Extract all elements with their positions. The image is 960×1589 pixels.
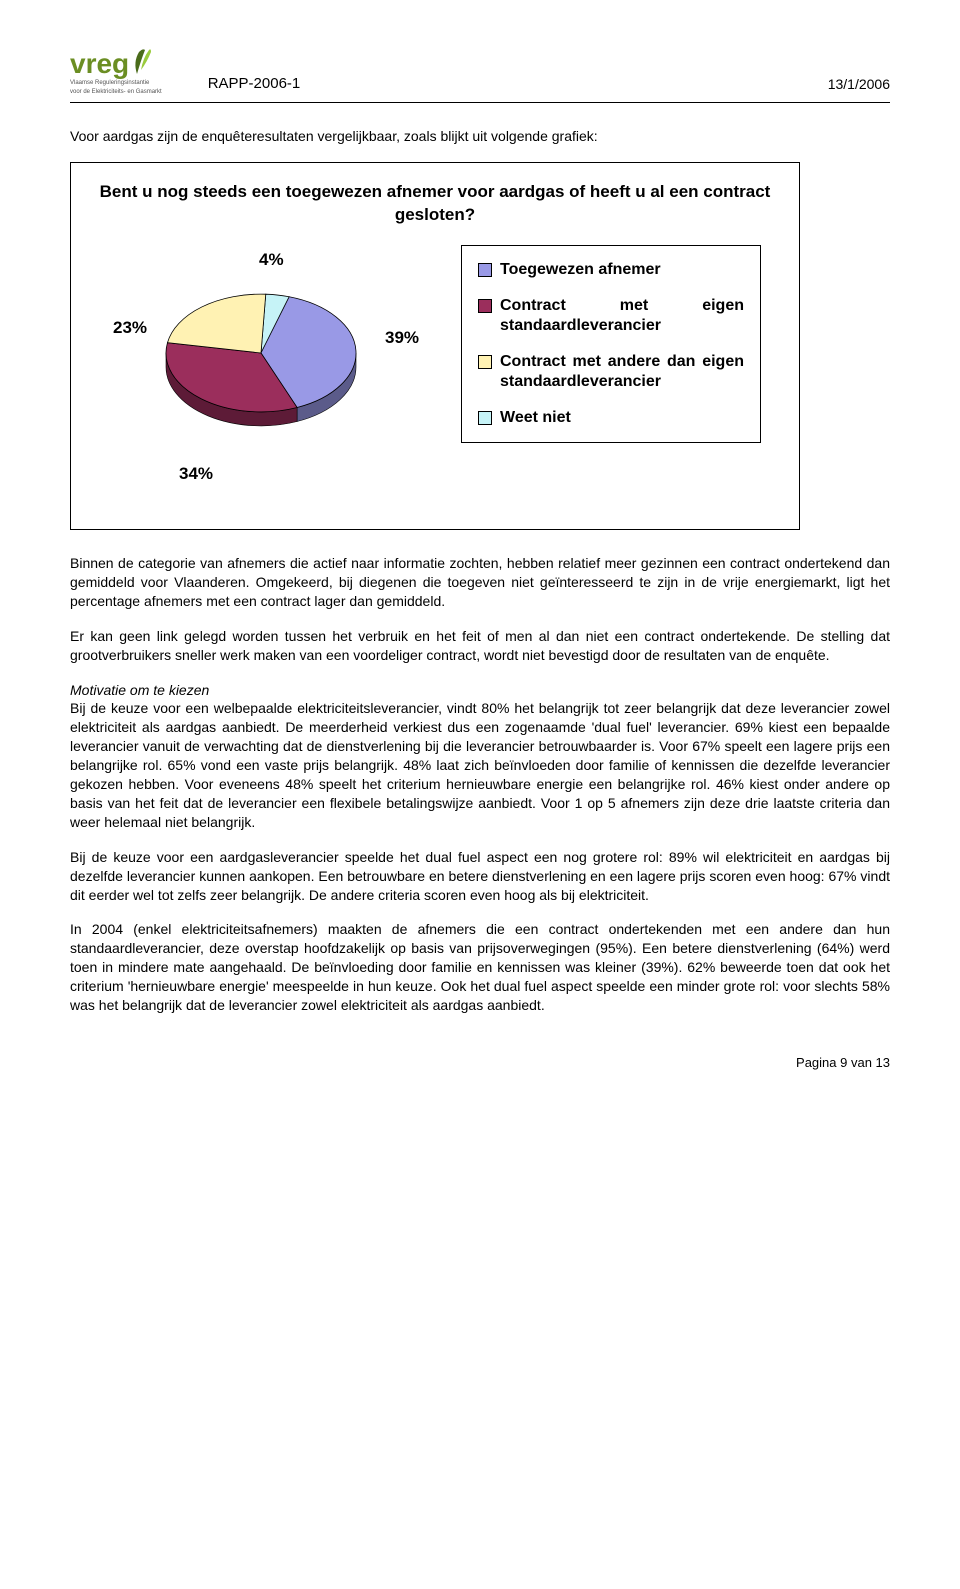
paragraph-2: Er kan geen link gelegd worden tussen he… (70, 627, 890, 665)
body-text: Voor aardgas zijn de enquêteresultaten v… (70, 127, 890, 1014)
logo-text: vreg (70, 50, 129, 78)
chart-title: Bent u nog steeds een toegewezen afnemer… (91, 181, 779, 227)
pie-label-23: 23% (113, 317, 147, 340)
page: vreg Vlaamse Reguleringsinstantie voor d… (0, 0, 960, 1110)
chart-container: Bent u nog steeds een toegewezen afnemer… (70, 162, 800, 530)
legend-item: Contract met eigen standaardleverancier (478, 296, 744, 336)
legend: Toegewezen afnemer Contract met eigen st… (461, 245, 761, 443)
pie-label-34: 34% (179, 463, 213, 486)
paragraph-3: Motivatie om te kiezen Bij de keuze voor… (70, 681, 890, 832)
legend-label: Weet niet (500, 408, 571, 428)
legend-label: Contract met eigen standaardleverancier (500, 296, 744, 336)
legend-swatch (478, 263, 492, 277)
legend-item: Weet niet (478, 408, 744, 428)
logo-subtitle-1: Vlaamse Reguleringsinstantie (70, 80, 162, 87)
logo: vreg Vlaamse Reguleringsinstantie voor d… (70, 50, 162, 96)
page-header: vreg Vlaamse Reguleringsinstantie voor d… (70, 50, 890, 103)
p3-body: Bij de keuze voor een welbepaalde elektr… (70, 700, 890, 829)
paragraph-5: In 2004 (enkel elektriciteitsafnemers) m… (70, 920, 890, 1014)
legend-swatch (478, 411, 492, 425)
legend-swatch (478, 355, 492, 369)
chart-row: 4% 23% 34% 39% Toegewezen afnemer Contra… (91, 245, 779, 505)
leaf-icon (131, 46, 153, 76)
legend-item: Contract met andere dan eigen standaardl… (478, 352, 744, 392)
p3-heading: Motivatie om te kiezen (70, 682, 209, 698)
paragraph-1: Binnen de categorie van afnemers die act… (70, 554, 890, 611)
legend-item: Toegewezen afnemer (478, 260, 744, 280)
legend-label: Contract met andere dan eigen standaardl… (500, 352, 744, 392)
page-footer: Pagina 9 van 13 (70, 1055, 890, 1070)
legend-label: Toegewezen afnemer (500, 260, 661, 280)
pie-label-39: 39% (385, 327, 419, 350)
pie-label-4: 4% (259, 249, 284, 272)
intro-text: Voor aardgas zijn de enquêteresultaten v… (70, 127, 890, 146)
pie-wrap: 4% 23% 34% 39% (91, 245, 431, 505)
paragraph-4: Bij de keuze voor een aardgasleverancier… (70, 848, 890, 905)
pie-chart (141, 245, 381, 475)
legend-swatch (478, 299, 492, 313)
logo-subtitle-2: voor de Elektriciteits- en Gasmarkt (70, 89, 162, 96)
doc-date: 13/1/2006 (828, 76, 890, 96)
doc-code: RAPP-2006-1 (208, 75, 301, 96)
logo-block: vreg Vlaamse Reguleringsinstantie voor d… (70, 50, 300, 96)
